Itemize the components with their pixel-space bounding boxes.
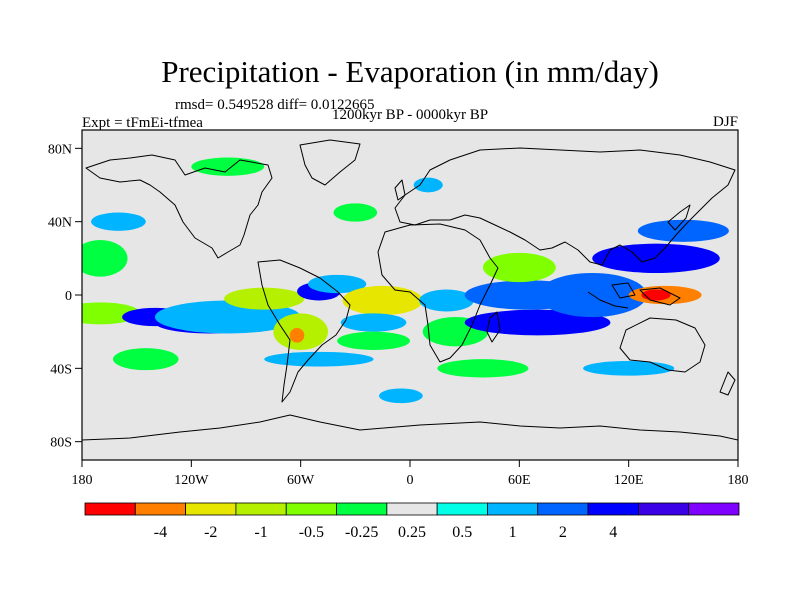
coastline-madagascar	[486, 311, 501, 343]
coastline-uk	[394, 179, 406, 201]
x-tick-label-3: 0	[407, 473, 414, 488]
anomaly-region-23	[333, 203, 378, 222]
anomaly-region-28	[583, 361, 675, 376]
period-line: 1200kyr BP - 0000kyr BP	[332, 107, 488, 123]
colorbar-swatch-10	[587, 502, 639, 516]
coastline-layer	[82, 139, 738, 441]
anomaly-region-25	[413, 177, 443, 193]
colorbar-swatch-5	[336, 502, 388, 516]
colorbar-label-1: -2	[204, 524, 217, 541]
anomaly-region-26	[112, 348, 179, 371]
coastline-greenland	[299, 139, 361, 186]
anomaly-region-31	[337, 331, 410, 351]
coastline-new-zealand	[719, 371, 736, 396]
colorbar-label-6: 0.5	[452, 524, 472, 541]
colorbar-swatch-11	[637, 502, 690, 516]
coastline-europe-asia	[394, 147, 736, 266]
anomaly-region-16	[592, 243, 720, 273]
coastline-antarctica	[82, 414, 738, 441]
coastline-australia	[619, 317, 706, 373]
y-tick-label-0: 80N	[48, 142, 72, 157]
colorbar-label-2: -1	[254, 524, 267, 541]
colorbar-swatch-2	[185, 502, 237, 516]
colorbar-swatch-12	[688, 502, 740, 516]
x-tick-label-5: 120E	[614, 473, 644, 488]
colorbar-swatch-1	[134, 502, 187, 516]
colorbar-label-9: 4	[609, 524, 617, 541]
colorbar-label-5: 0.25	[398, 524, 426, 541]
colorbar-label-7: 1	[509, 524, 517, 541]
coastline-south-america	[257, 259, 351, 403]
colorbar-swatch-7	[436, 502, 488, 516]
x-tick-label-2: 60W	[287, 473, 315, 488]
anomaly-region-13	[464, 309, 611, 336]
x-tick-label-1: 120W	[174, 473, 209, 488]
coastline-japan	[667, 204, 691, 231]
anomaly-region-24	[482, 252, 556, 283]
anomaly-region-11	[419, 289, 474, 312]
colorbar-swatch-3	[235, 502, 287, 516]
y-tick-label-4: 80S	[50, 436, 72, 451]
colorbar-label-4: -0.25	[345, 524, 378, 541]
anomaly-region-29	[379, 388, 423, 404]
colorbar-swatch-4	[285, 502, 337, 516]
anomaly-region-9	[289, 328, 305, 343]
anomaly-region-10	[340, 313, 407, 332]
colorbar-swatch-6	[386, 502, 438, 516]
anomaly-region-22	[191, 157, 265, 176]
chart-title: Precipitation - Evaporation (in mm/day)	[161, 54, 659, 89]
anomaly-region-17	[637, 219, 729, 242]
experiment-label: Expt = tFmEi-tfmea	[82, 115, 203, 131]
x-tick-label-0: 180	[72, 473, 93, 488]
y-tick-label-3: 40S	[50, 362, 72, 377]
anomaly-region-4	[224, 287, 305, 310]
colorbar-label-8: 2	[559, 524, 567, 541]
anomaly-region-21	[91, 212, 146, 231]
y-tick-label-1: 40N	[48, 216, 72, 231]
colorbar: -4 -2 -1 -0.5 -0.25 0.25 0.5 1 2 4	[84, 502, 740, 541]
colorbar-label-0: -4	[154, 524, 167, 541]
coastline-north-america	[85, 154, 273, 259]
colorbar-swatch-9	[537, 502, 589, 516]
colorbar-swatch-0	[84, 502, 136, 516]
coastline-indonesia	[587, 282, 681, 309]
colorbar-label-3: -0.5	[299, 524, 324, 541]
coastline-africa	[377, 223, 499, 363]
season-label: DJF	[713, 114, 738, 130]
stats-line: rmsd= 0.549528 diff= 0.0122665	[175, 97, 375, 113]
y-tick-label-2: 0	[65, 289, 72, 304]
anomaly-region-19	[641, 289, 671, 301]
anomaly-region-7	[342, 285, 423, 316]
colorbar-swatch-8	[487, 502, 539, 516]
anomaly-region-30	[437, 359, 529, 378]
x-tick-label-6: 180	[728, 473, 749, 488]
x-tick-label-4: 60E	[508, 473, 531, 488]
anomaly-region-20	[82, 240, 128, 277]
anomaly-region-27	[264, 351, 374, 367]
axes-layer: 180 120W 60W 0 60E 120E 180 80N 40N 0 40S 80S	[48, 142, 749, 488]
